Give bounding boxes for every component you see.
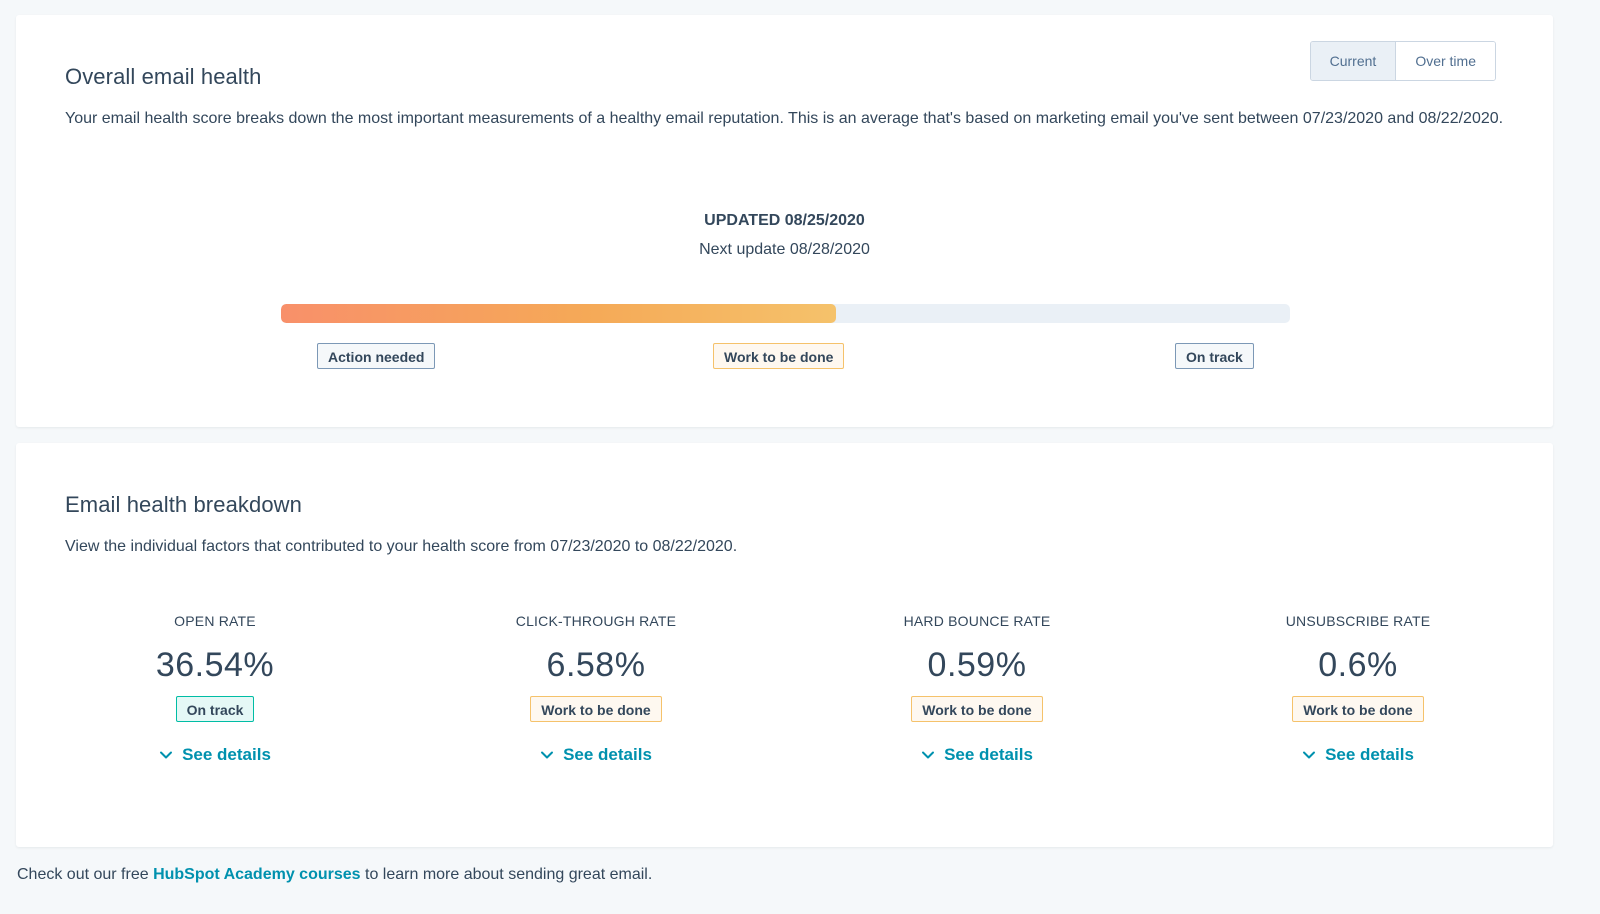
overall-health-card: Current Over time Overall email health Y… xyxy=(16,15,1553,427)
health-score-bar-fill xyxy=(281,304,836,323)
see-details-label: See details xyxy=(944,745,1033,764)
chevron-down-icon xyxy=(1303,751,1316,759)
metric-value: 6.58% xyxy=(546,646,646,684)
metric-value: 0.6% xyxy=(1318,646,1398,684)
health-score-bar xyxy=(281,304,1290,323)
see-details-label: See details xyxy=(1325,745,1414,764)
breakdown-description: View the individual factors that contrib… xyxy=(65,538,738,555)
status-badge: Work to be done xyxy=(911,696,1043,722)
metric-unsubscribe-rate: UNSUBSCRIBE RATE 0.6% Work to be done Se… xyxy=(1208,613,1508,767)
status-badge: Work to be done xyxy=(1292,696,1424,722)
hubspot-academy-link[interactable]: HubSpot Academy courses xyxy=(153,866,361,883)
breakdown-title: Email health breakdown xyxy=(65,492,303,517)
chevron-down-icon xyxy=(541,751,554,759)
metric-hard-bounce-rate: HARD BOUNCE RATE 0.59% Work to be done S… xyxy=(827,613,1127,767)
overall-health-title: Overall email health xyxy=(65,64,262,89)
see-details-label: See details xyxy=(182,745,271,764)
toggle-current-button[interactable]: Current xyxy=(1310,42,1397,80)
status-badge: Work to be done xyxy=(530,696,662,722)
see-details-link[interactable]: See details xyxy=(921,745,1033,765)
metric-label: UNSUBSCRIBE RATE xyxy=(1285,613,1431,629)
toggle-over-time-button[interactable]: Over time xyxy=(1396,42,1495,80)
footer-prefix: Check out our free xyxy=(17,866,149,883)
chevron-down-icon xyxy=(922,751,935,759)
see-details-link[interactable]: See details xyxy=(1302,745,1414,765)
metric-value: 0.59% xyxy=(927,646,1027,684)
footer-note: Check out our free HubSpot Academy cours… xyxy=(17,866,652,884)
metric-click-through-rate: CLICK-THROUGH RATE 6.58% Work to be done… xyxy=(446,613,746,767)
see-details-link[interactable]: See details xyxy=(159,745,271,765)
see-details-link[interactable]: See details xyxy=(540,745,652,765)
view-toggle: Current Over time xyxy=(1309,41,1496,81)
footer-suffix: to learn more about sending great email. xyxy=(365,866,653,883)
scale-label-work-to-be-done: Work to be done xyxy=(713,343,845,369)
metric-open-rate: OPEN RATE 36.54% On track See details xyxy=(65,613,365,767)
metric-value: 36.54% xyxy=(155,646,275,684)
see-details-label: See details xyxy=(563,745,652,764)
updated-date: UPDATED 08/25/2020 xyxy=(704,212,865,229)
metric-label: OPEN RATE xyxy=(174,613,256,629)
scale-label-on-track: On track xyxy=(1175,343,1254,369)
chevron-down-icon xyxy=(160,751,173,759)
metric-label: HARD BOUNCE RATE xyxy=(903,613,1051,629)
overall-health-description: Your email health score breaks down the … xyxy=(65,110,1504,127)
status-badge: On track xyxy=(175,696,255,722)
health-breakdown-card: Email health breakdown View the individu… xyxy=(16,443,1553,847)
scale-label-action-needed: Action needed xyxy=(317,343,436,369)
metric-label: CLICK-THROUGH RATE xyxy=(515,613,677,629)
next-update-date: Next update 08/28/2020 xyxy=(699,241,870,258)
